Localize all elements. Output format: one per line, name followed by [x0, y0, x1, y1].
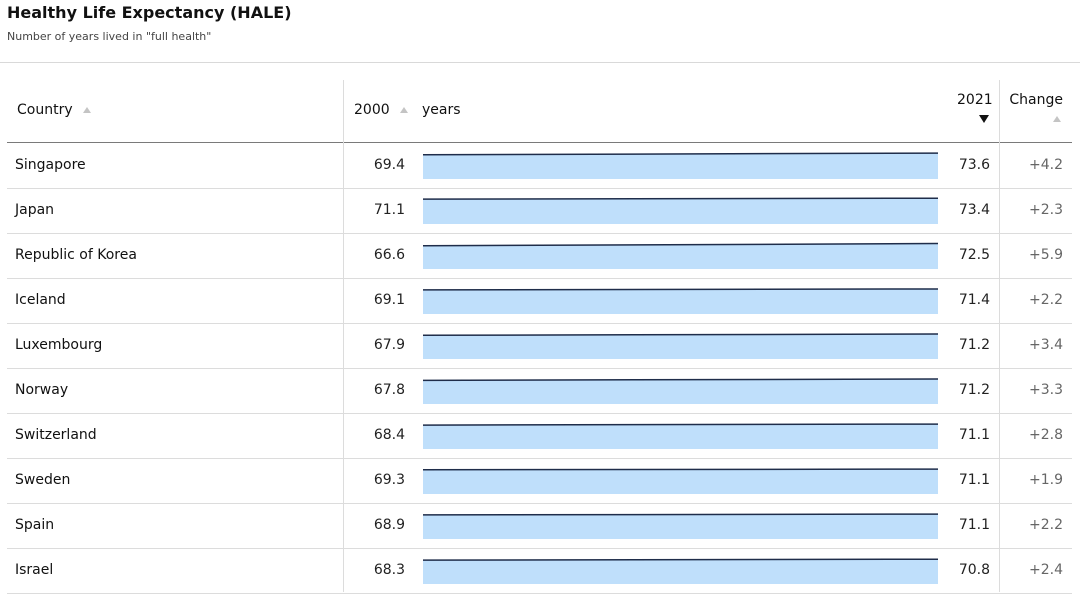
- value-2000: 71.1: [373, 202, 405, 218]
- sparkline-line: [422, 558, 939, 561]
- sparkline-area: [423, 379, 938, 404]
- value-2000: 68.4: [373, 427, 405, 443]
- sparkline-line: [422, 242, 939, 247]
- sort-ascending-icon: [83, 107, 92, 113]
- chart-subtitle: Number of years lived in "full health": [7, 30, 212, 43]
- value-2000: 68.3: [373, 562, 405, 578]
- sparkline: [422, 558, 939, 584]
- country-name: Israel: [15, 562, 54, 578]
- table-row: Switzerland 68.4 71.1 +2.8: [7, 413, 1072, 459]
- column-header-unit: years: [422, 102, 461, 118]
- chart-title: Healthy Life Expectancy (HALE): [7, 3, 292, 22]
- column-header-2021[interactable]: 2021: [957, 92, 993, 123]
- sparkline-area: [423, 424, 938, 449]
- value-2021: 71.2: [958, 337, 990, 353]
- sparkline-line: [422, 197, 939, 200]
- change-value: +2.2: [1029, 292, 1063, 308]
- table-row: Sweden 69.3 71.1 +1.9: [7, 458, 1072, 504]
- table-row: Iceland 69.1 71.4 +2.2: [7, 278, 1072, 324]
- value-2021: 71.4: [958, 292, 990, 308]
- column-divider: [343, 80, 344, 592]
- sparkline: [422, 288, 939, 314]
- country-name: Japan: [15, 202, 55, 218]
- table-row: Spain 68.9 71.1 +2.2: [7, 503, 1072, 549]
- change-value: +5.9: [1029, 247, 1063, 263]
- sparkline-area: [423, 559, 938, 584]
- value-2000: 69.4: [373, 157, 405, 173]
- value-2021: 70.8: [958, 562, 990, 578]
- column-header-change-label: Change: [1009, 92, 1063, 108]
- sparkline-area: [423, 334, 938, 359]
- value-2000: 67.8: [373, 382, 405, 398]
- value-2000: 66.6: [373, 247, 405, 263]
- change-value: +3.3: [1029, 382, 1063, 398]
- value-2021: 73.6: [958, 157, 990, 173]
- value-2021: 71.1: [958, 517, 990, 533]
- table-row: Luxembourg 67.9 71.2 +3.4: [7, 323, 1072, 369]
- sparkline-area: [423, 243, 938, 269]
- change-value: +4.2: [1029, 157, 1063, 173]
- country-name: Switzerland: [15, 427, 97, 443]
- column-header-country[interactable]: Country: [17, 102, 92, 118]
- sparkline-line: [422, 378, 939, 382]
- sort-ascending-icon: [1053, 116, 1061, 122]
- sparkline: [422, 333, 939, 359]
- sparkline: [422, 423, 939, 449]
- change-value: +3.4: [1029, 337, 1063, 353]
- change-value: +2.8: [1029, 427, 1063, 443]
- sparkline: [422, 242, 939, 269]
- change-value: +2.3: [1029, 202, 1063, 218]
- sparkline-area: [423, 198, 938, 224]
- value-2021: 71.2: [958, 382, 990, 398]
- value-2021: 73.4: [958, 202, 990, 218]
- country-name: Spain: [15, 517, 55, 533]
- column-header-country-label: Country: [17, 102, 73, 118]
- country-name: Republic of Korea: [15, 247, 137, 263]
- column-divider: [999, 80, 1000, 592]
- header-divider: [0, 62, 1080, 63]
- sparkline-line: [422, 423, 939, 426]
- sparkline-area: [423, 153, 938, 179]
- sort-descending-icon: [979, 115, 989, 123]
- sparkline-line: [422, 152, 939, 156]
- sparkline-area: [423, 288, 938, 314]
- value-2000: 67.9: [373, 337, 405, 353]
- value-2021: 71.1: [958, 472, 990, 488]
- column-header-2000-label: 2000: [354, 102, 390, 118]
- table-row: Singapore 69.4 73.6 +4.2: [7, 143, 1072, 189]
- sparkline: [422, 468, 939, 494]
- sparkline-line: [422, 288, 939, 291]
- country-name: Iceland: [15, 292, 66, 308]
- value-2000: 69.1: [373, 292, 405, 308]
- column-header-2021-label: 2021: [957, 92, 993, 108]
- column-header-2000[interactable]: 2000: [354, 102, 409, 118]
- sparkline-line: [422, 468, 939, 471]
- column-header-change[interactable]: Change: [1009, 92, 1063, 122]
- table-header: Country 2000 years 2021 Change: [7, 80, 1072, 143]
- table-row: Norway 67.8 71.2 +3.3: [7, 368, 1072, 414]
- sparkline-area: [423, 469, 938, 494]
- sparkline-line: [422, 333, 939, 337]
- change-value: +1.9: [1029, 472, 1063, 488]
- sort-ascending-icon: [400, 107, 409, 113]
- country-name: Sweden: [15, 472, 71, 488]
- country-name: Norway: [15, 382, 69, 398]
- value-2000: 69.3: [373, 472, 405, 488]
- table-row: Japan 71.1 73.4 +2.3: [7, 188, 1072, 234]
- table-row: Republic of Korea 66.6 72.5 +5.9: [7, 233, 1072, 279]
- value-2021: 72.5: [958, 247, 990, 263]
- value-2000: 68.9: [373, 517, 405, 533]
- country-name: Singapore: [15, 157, 86, 173]
- sparkline: [422, 197, 939, 224]
- table-row: Israel 68.3 70.8 +2.4: [7, 548, 1072, 594]
- change-value: +2.2: [1029, 517, 1063, 533]
- sparkline: [422, 378, 939, 404]
- change-value: +2.4: [1029, 562, 1063, 578]
- sparkline: [422, 152, 939, 179]
- sparkline-line: [422, 513, 939, 516]
- sparkline: [422, 513, 939, 539]
- country-name: Luxembourg: [15, 337, 103, 353]
- sparkline-area: [423, 514, 938, 539]
- value-2021: 71.1: [958, 427, 990, 443]
